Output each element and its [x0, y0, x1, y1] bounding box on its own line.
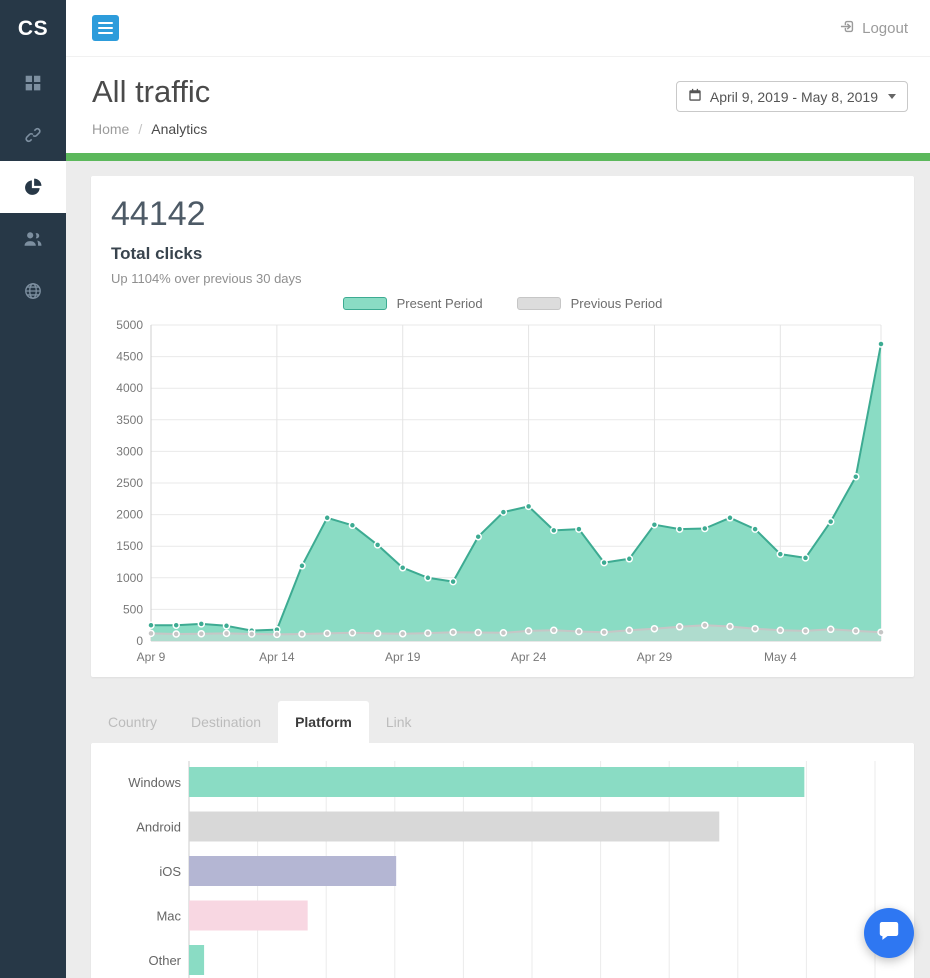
sidebar-item-links[interactable] [0, 109, 66, 161]
chart-legend: Present Period Previous Period [111, 296, 894, 311]
svg-text:Other: Other [148, 953, 181, 968]
legend-previous-swatch [516, 297, 561, 310]
svg-text:iOS: iOS [159, 864, 181, 879]
tab-destination[interactable]: Destination [191, 714, 262, 730]
logout-label: Logout [862, 19, 908, 37]
tabs: Country Destination Platform Link [91, 701, 914, 743]
logout-button[interactable]: Logout [840, 19, 908, 38]
page-title: All traffic [92, 74, 211, 109]
stat-subtitle: Up 1104% over previous 30 days [111, 271, 302, 286]
breadcrumb-current: Analytics [151, 121, 208, 137]
stat-number: 44142 [111, 195, 206, 233]
globe-icon [24, 282, 42, 300]
svg-text:Android: Android [136, 820, 181, 835]
sidebar: CS [0, 0, 66, 978]
users-icon [24, 230, 42, 248]
chevron-down-icon [888, 94, 896, 99]
calendar-icon [688, 88, 702, 105]
svg-text:2500: 2500 [116, 476, 143, 490]
tab-country[interactable]: Country [108, 714, 158, 730]
svg-text:Apr 9: Apr 9 [137, 650, 166, 664]
svg-text:0: 0 [136, 634, 143, 648]
svg-text:3500: 3500 [116, 413, 143, 427]
svg-text:Apr 24: Apr 24 [511, 650, 547, 664]
date-range-button[interactable]: April 9, 2019 - May 8, 2019 [675, 81, 908, 112]
svg-text:500: 500 [123, 602, 143, 616]
chat-launcher-button[interactable] [864, 908, 914, 958]
svg-text:1500: 1500 [116, 539, 143, 553]
total-clicks-card: 44142 Total clicks Up 1104% over previou… [91, 176, 914, 677]
tab-link[interactable]: Link [385, 714, 412, 730]
svg-text:Mac: Mac [156, 909, 181, 924]
sidebar-item-dashboard[interactable] [0, 57, 66, 109]
svg-text:1000: 1000 [116, 571, 143, 585]
sidebar-item-users[interactable] [0, 213, 66, 265]
traffic-line-chart: 0 500 1000 1500 2000 2500 3000 3500 4000 4500 5000… [116, 318, 885, 664]
sidebar-nav [0, 57, 66, 317]
accent-strip [66, 153, 930, 161]
platform-bar-chart: Windows Android iOS Mac Other [128, 761, 876, 978]
grid-icon [24, 74, 42, 92]
sidebar-item-analytics[interactable] [0, 161, 66, 213]
menu-toggle-button[interactable] [92, 15, 119, 41]
app-logo: CS [17, 17, 49, 40]
svg-text:2000: 2000 [116, 508, 143, 522]
svg-text:Windows: Windows [128, 775, 181, 790]
svg-text:May 4: May 4 [764, 650, 797, 664]
sidebar-item-domains[interactable] [0, 265, 66, 317]
breadcrumb-separator: / [138, 121, 143, 137]
svg-text:4500: 4500 [116, 350, 143, 364]
legend-previous-label: Previous Period [570, 296, 663, 311]
topbar: Logout [66, 0, 930, 57]
stat-label: Total clicks [111, 244, 203, 263]
date-range-label: April 9, 2019 - May 8, 2019 [709, 88, 878, 105]
breadcrumb: Home / Analytics [92, 121, 908, 137]
legend-present-label: Present Period [396, 296, 483, 311]
content: 44142 Total clicks Up 1104% over previou… [66, 161, 930, 978]
svg-text:Apr 29: Apr 29 [637, 650, 673, 664]
legend-present-swatch [342, 297, 387, 310]
svg-text:5000: 5000 [116, 318, 143, 332]
page-header: All traffic Home / Analytics April 9, 20… [66, 57, 930, 153]
svg-text:Apr 14: Apr 14 [259, 650, 295, 664]
svg-text:Apr 19: Apr 19 [385, 650, 421, 664]
breadcrumb-home[interactable]: Home [92, 121, 130, 137]
platform-card: Windows Android iOS Mac Other [91, 743, 914, 978]
tab-platform[interactable]: Platform [278, 701, 369, 743]
chat-icon [877, 919, 901, 948]
link-icon [24, 126, 42, 144]
svg-text:3000: 3000 [116, 444, 143, 458]
logout-icon [840, 19, 855, 38]
pie-chart-icon [24, 178, 42, 196]
svg-text:4000: 4000 [116, 381, 143, 395]
